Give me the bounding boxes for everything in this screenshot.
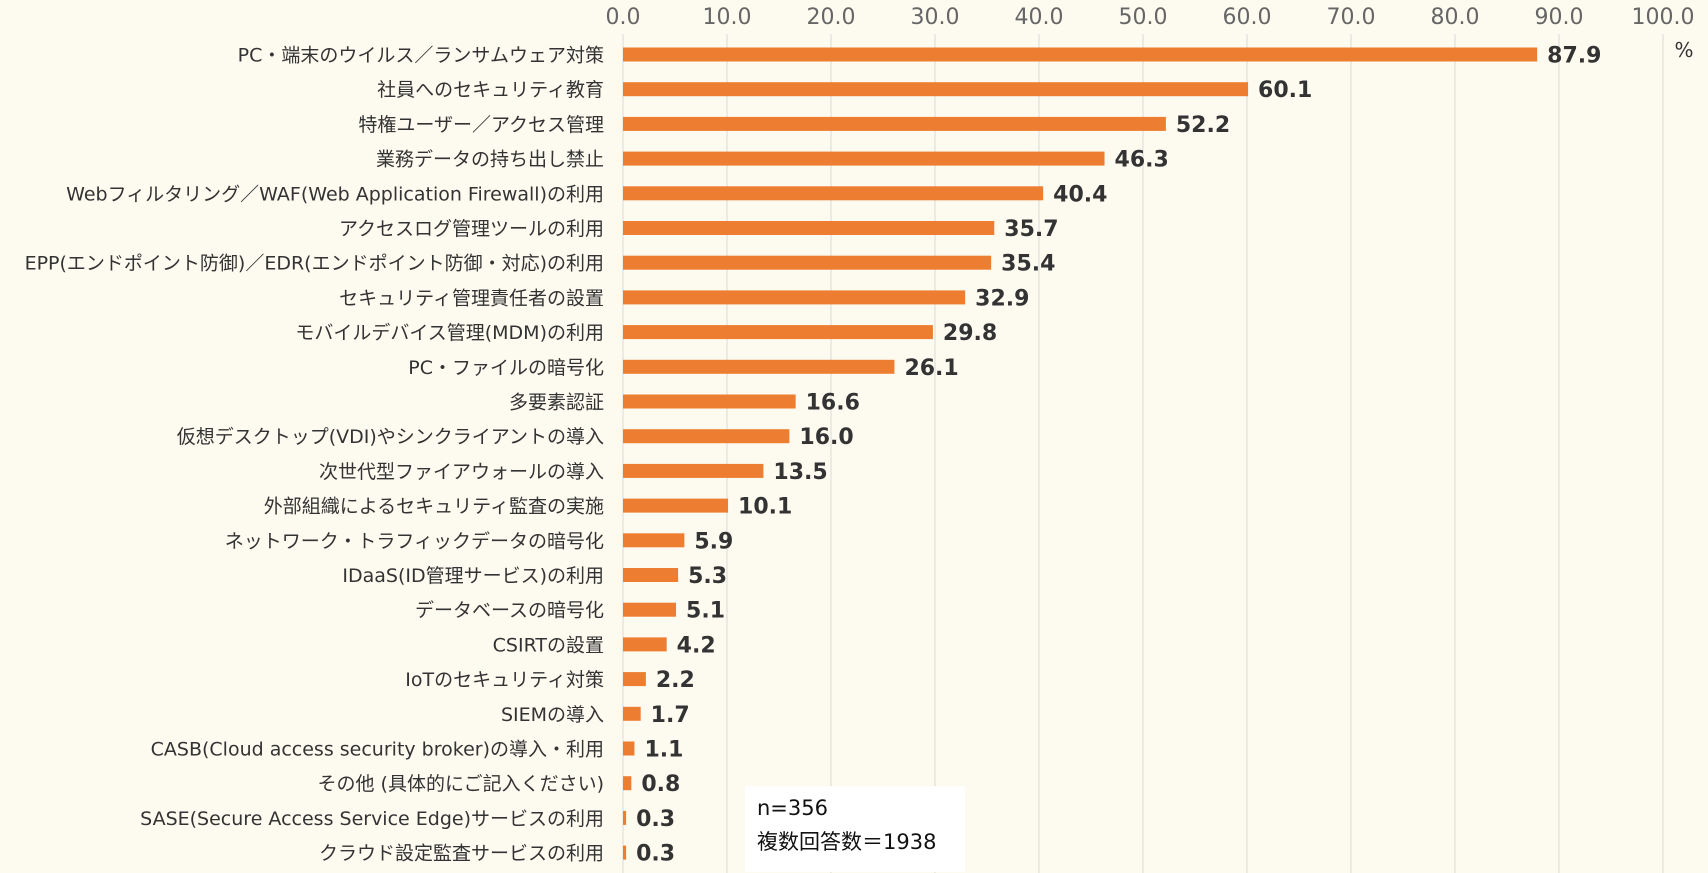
- bar: [623, 255, 992, 270]
- value-label: 4.2: [677, 633, 716, 658]
- bar: [623, 290, 966, 305]
- x-tick-label: 30.0: [911, 5, 960, 30]
- category-label: 多要素認証: [509, 392, 604, 414]
- category-label: 業務データの持ち出し禁止: [376, 149, 604, 171]
- value-label: 52.2: [1176, 113, 1230, 138]
- value-label: 10.1: [738, 495, 792, 520]
- category-label: PC・端末のウイルス／ランサムウェア対策: [238, 45, 604, 67]
- value-label: 35.7: [1004, 217, 1058, 242]
- sample-note: n=356 複数回答数＝1938: [745, 786, 965, 872]
- response-count-text: 複数回答数＝1938: [757, 830, 937, 854]
- value-label: 0.3: [636, 842, 675, 867]
- bar: [623, 602, 677, 617]
- value-label: 2.2: [656, 668, 695, 693]
- value-label: 35.4: [1001, 252, 1055, 277]
- value-label: 5.3: [688, 564, 727, 589]
- category-label: セキュリティ管理責任者の設置: [339, 287, 604, 309]
- value-label: 29.8: [943, 321, 997, 346]
- x-tick-label: 70.0: [1327, 5, 1376, 30]
- x-tick-label: 100.0: [1632, 5, 1695, 30]
- bar: [623, 533, 685, 548]
- bar: [623, 463, 764, 478]
- bar: [623, 221, 995, 235]
- bar: [623, 394, 796, 409]
- bar: [623, 706, 641, 721]
- value-label: 1.1: [644, 738, 683, 763]
- category-label: Webフィルタリング／WAF(Web Application Firewall)…: [66, 183, 604, 205]
- x-tick-label: 60.0: [1223, 5, 1272, 30]
- value-label: 0.3: [636, 807, 675, 832]
- category-label: クラウド設定監査サービスの利用: [319, 843, 604, 865]
- category-label: アクセスログ管理ツールの利用: [339, 218, 604, 240]
- bar: [623, 568, 679, 582]
- unit-label: %: [1674, 38, 1693, 62]
- category-label: IoTのセキュリティ対策: [405, 669, 604, 691]
- value-label: 13.5: [773, 460, 827, 485]
- category-labels: PC・端末のウイルス／ランサムウェア対策社員へのセキュリティ教育特権ユーザー／ア…: [25, 45, 604, 865]
- category-label: EPP(エンドポイント防御)／EDR(エンドポイント防御・対応)の利用: [25, 253, 604, 275]
- x-tick-label: 20.0: [807, 5, 856, 30]
- x-tick-label: 40.0: [1015, 5, 1064, 30]
- category-label: CSIRTの設置: [493, 634, 604, 656]
- value-label: 32.9: [975, 286, 1029, 311]
- bar: [623, 186, 1044, 201]
- x-tick-label: 50.0: [1119, 5, 1168, 30]
- bar: [623, 672, 646, 687]
- bar: [623, 776, 632, 791]
- gridlines: [622, 34, 1664, 873]
- category-label: SASE(Secure Access Service Edge)サービスの利用: [140, 808, 604, 830]
- value-label: 16.6: [806, 391, 860, 416]
- bar: [623, 151, 1105, 166]
- bar: [623, 47, 1538, 62]
- value-label: 0.8: [641, 772, 680, 797]
- bar: [623, 116, 1166, 131]
- value-label: 1.7: [651, 703, 690, 728]
- category-label: 社員へのセキュリティ教育: [377, 79, 604, 101]
- value-label: 5.9: [694, 529, 733, 554]
- bar: [623, 845, 627, 860]
- category-label: その他 (具体的にご記入ください): [318, 773, 605, 795]
- value-label: 5.1: [686, 599, 725, 624]
- bar: [623, 810, 627, 825]
- x-tick-label: 0.0: [606, 5, 641, 30]
- x-tick-label: 80.0: [1431, 5, 1480, 30]
- x-axis-ticks: 0.0 10.0 20.0 30.0 40.0 50.0 60.0 70.0 80.0 90.0 1…: [606, 5, 1695, 30]
- value-label: 87.9: [1547, 44, 1601, 69]
- value-label: 60.1: [1258, 78, 1312, 103]
- category-label: IDaaS(ID管理サービス)の利用: [342, 565, 604, 587]
- bar: [623, 741, 635, 756]
- bars: [623, 47, 1538, 860]
- category-label: 特権ユーザー／アクセス管理: [358, 114, 604, 136]
- bar: [623, 498, 729, 513]
- category-label: CASB(Cloud access security broker)の導入・利用: [151, 739, 604, 761]
- category-label: データベースの暗号化: [415, 600, 604, 622]
- value-label: 40.4: [1053, 182, 1107, 207]
- category-label: SIEMの導入: [501, 704, 604, 726]
- category-label: PC・ファイルの暗号化: [408, 357, 604, 379]
- sample-size-text: n=356: [757, 796, 828, 820]
- bar: [623, 429, 790, 444]
- bar: [623, 325, 933, 340]
- category-label: モバイルデバイス管理(MDM)の利用: [295, 322, 604, 344]
- category-label: 次世代型ファイアウォールの導入: [319, 461, 604, 483]
- x-tick-label: 10.0: [703, 5, 752, 30]
- bar: [623, 82, 1249, 97]
- category-label: ネットワーク・トラフィックデータの暗号化: [225, 530, 604, 552]
- value-labels: 87.9 60.1 52.2 46.3 40.4 35.7 35.4 32.9 29.8 26.1…: [636, 44, 1601, 867]
- value-label: 16.0: [799, 425, 853, 450]
- value-label: 26.1: [904, 356, 958, 381]
- bar: [623, 359, 895, 374]
- value-label: 46.3: [1115, 148, 1169, 173]
- category-label: 仮想デスクトップ(VDI)やシンクライアントの導入: [177, 426, 604, 448]
- category-label: 外部組織によるセキュリティ監査の実施: [264, 496, 604, 518]
- x-tick-label: 90.0: [1535, 5, 1584, 30]
- bar: [623, 637, 667, 652]
